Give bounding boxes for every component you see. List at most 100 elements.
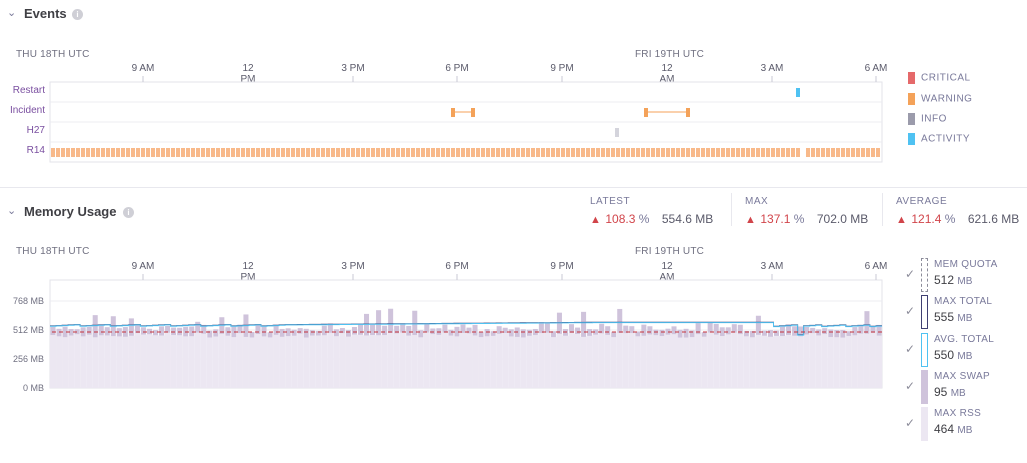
max-rss-bar bbox=[92, 337, 99, 388]
max-rss-bar bbox=[164, 332, 171, 388]
activity-event bbox=[796, 88, 800, 97]
max-rss-bar bbox=[146, 334, 153, 388]
memory-info-icon[interactable]: i bbox=[123, 207, 134, 218]
r14-warning-event bbox=[836, 148, 840, 157]
r14-warning-event bbox=[656, 148, 660, 157]
max-rss-bar bbox=[803, 334, 810, 388]
incident-warning-event bbox=[644, 108, 648, 117]
r14-warning-event bbox=[381, 148, 385, 157]
r14-warning-event bbox=[301, 148, 305, 157]
r14-warning-event bbox=[331, 148, 335, 157]
max-rss-bar bbox=[309, 335, 316, 388]
max-rss-bar bbox=[230, 337, 237, 388]
max-rss-bar bbox=[279, 336, 286, 388]
legend-warning-label: WARNING bbox=[921, 93, 973, 105]
r14-warning-event bbox=[161, 148, 165, 157]
memory-hour-label: 6 PM bbox=[445, 261, 469, 272]
max-swap-bar bbox=[671, 326, 677, 335]
max-swap-bar bbox=[297, 328, 303, 334]
max-swap-bar bbox=[267, 332, 273, 338]
max-swap-bar bbox=[98, 324, 104, 336]
max-rss-bar bbox=[689, 337, 696, 388]
r14-warning-event bbox=[701, 148, 705, 157]
max-swap-bar bbox=[231, 325, 237, 338]
memory-chart[interactable] bbox=[0, 270, 900, 400]
max-swap-bar bbox=[376, 310, 382, 336]
max-rss-bar bbox=[291, 335, 298, 388]
max-rss-bar bbox=[134, 333, 141, 388]
r14-warning-event bbox=[436, 148, 440, 157]
metric-max-pct: 137.1 bbox=[760, 212, 791, 226]
r14-warning-event bbox=[371, 148, 375, 157]
max-rss-bar bbox=[773, 335, 780, 388]
r14-warning-event bbox=[351, 148, 355, 157]
max-swap-bar bbox=[587, 329, 593, 336]
r14-warning-event bbox=[416, 148, 420, 157]
max-rss-bar bbox=[254, 334, 262, 388]
r14-warning-event bbox=[396, 148, 400, 157]
r14-warning-event bbox=[641, 148, 645, 157]
max-swap-bar bbox=[273, 324, 279, 335]
r14-warning-event bbox=[71, 148, 75, 157]
max-rss-bar bbox=[321, 335, 328, 388]
r14-warning-event bbox=[606, 148, 610, 157]
max-rss-bar bbox=[484, 336, 491, 388]
max-swap-bar bbox=[50, 326, 56, 336]
r14-warning-event bbox=[191, 148, 195, 157]
r14-warning-event bbox=[696, 148, 700, 157]
r14-warning-event bbox=[496, 148, 500, 157]
max-swap-bar bbox=[92, 315, 98, 338]
max-rss-bar bbox=[441, 332, 448, 388]
max-swap-bar bbox=[798, 326, 804, 337]
r14-warning-event bbox=[736, 148, 740, 157]
max-rss-bar bbox=[212, 336, 219, 388]
max-rss-bar bbox=[508, 336, 515, 388]
mem-legend-max-total-value: 555 bbox=[934, 310, 955, 324]
r14-warning-event bbox=[671, 148, 675, 157]
max-rss-bar bbox=[381, 335, 388, 388]
r14-warning-event bbox=[201, 148, 205, 157]
max-rss-bar bbox=[737, 334, 744, 388]
max-swap-bar bbox=[189, 326, 195, 337]
memory-collapse-chevron-icon[interactable]: ⌄ bbox=[7, 205, 17, 217]
r14-warning-event bbox=[421, 148, 425, 157]
r14-warning-event bbox=[216, 148, 220, 157]
r14-warning-event bbox=[576, 148, 580, 157]
max-rss-bar bbox=[218, 333, 225, 388]
r14-warning-event bbox=[851, 148, 855, 157]
max-rss-bar bbox=[273, 334, 280, 388]
events-hour-label: 3 AM bbox=[760, 63, 784, 74]
events-date-right: FRI 19TH UTC bbox=[635, 49, 705, 60]
events-collapse-chevron-icon[interactable]: ⌄ bbox=[7, 7, 17, 19]
max-swap-bar bbox=[695, 323, 701, 335]
events-hour-label: 6 PM bbox=[445, 63, 469, 74]
r14-warning-event bbox=[311, 148, 315, 157]
max-swap-bar bbox=[599, 323, 605, 334]
legend-warning: WARNING bbox=[908, 90, 972, 108]
events-info-icon[interactable]: i bbox=[72, 9, 83, 20]
max-swap-bar bbox=[134, 325, 140, 334]
max-rss-bar bbox=[128, 335, 135, 388]
r14-warning-event bbox=[786, 148, 790, 157]
max-swap-bar bbox=[629, 326, 635, 334]
max-swap-bar bbox=[786, 324, 792, 335]
r14-warning-event bbox=[501, 148, 505, 157]
r14-warning-event bbox=[506, 148, 510, 157]
events-title: Events bbox=[24, 6, 67, 21]
max-swap-bar bbox=[128, 318, 134, 336]
legend-critical-label: CRITICAL bbox=[921, 72, 971, 84]
r14-warning-event bbox=[591, 148, 595, 157]
row-label-restart: Restart bbox=[12, 85, 45, 96]
r14-warning-event bbox=[356, 148, 360, 157]
r14-warning-event bbox=[571, 148, 575, 157]
max-rss-bar bbox=[339, 333, 346, 388]
mem-legend-quota-value: 512 bbox=[934, 273, 955, 287]
events-timeline[interactable] bbox=[0, 0, 900, 175]
incident-warning-event bbox=[686, 108, 690, 117]
r14-warning-event bbox=[111, 148, 115, 157]
r14-warning-event bbox=[861, 148, 865, 157]
r14-warning-event bbox=[806, 148, 810, 157]
r14-warning-event bbox=[731, 148, 735, 157]
y-label-256: 256 MB bbox=[12, 354, 44, 364]
r14-warning-event bbox=[101, 148, 105, 157]
